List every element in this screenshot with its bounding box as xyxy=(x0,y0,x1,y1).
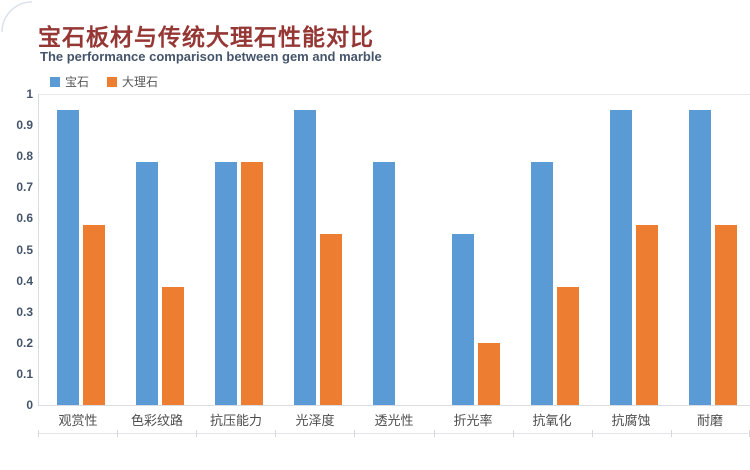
x-axis-category-label: 抗氧化 xyxy=(532,413,572,428)
x-axis-tick-mark xyxy=(354,430,355,437)
bar-marble-4 xyxy=(320,234,342,405)
x-axis-category-label: 透光性 xyxy=(374,413,414,428)
x-axis-category-label: 抗腐蚀 xyxy=(611,413,651,428)
y-axis-tick-label: 1 xyxy=(26,87,33,101)
bar-marble-2 xyxy=(162,287,184,405)
y-axis-tick-label: 0.1 xyxy=(16,366,33,381)
y-axis-tick-label: 0.6 xyxy=(16,211,33,226)
chart-legend: 宝石 大理石 xyxy=(50,76,158,88)
y-axis-line xyxy=(38,94,39,405)
x-axis-category-label: 抗压能力 xyxy=(209,413,262,428)
x-axis-category-label: 色彩纹路 xyxy=(130,413,183,428)
bar-gem-8 xyxy=(610,110,632,405)
bar-gem-4 xyxy=(294,110,316,405)
bar-marble-1 xyxy=(83,225,105,405)
y-axis-tick-label: 0 xyxy=(26,398,33,412)
legend-item-marble: 大理石 xyxy=(107,76,158,88)
bar-gem-6 xyxy=(452,234,474,405)
x-axis-category-label: 折光率 xyxy=(453,413,493,428)
x-axis-tick-mark xyxy=(117,430,118,437)
y-axis-tick-label: 0.2 xyxy=(16,335,33,350)
rounded-border-corner xyxy=(1,1,33,33)
bar-gem-3 xyxy=(215,162,237,405)
x-axis-tick-mark xyxy=(38,430,39,437)
y-axis-tick-label: 0.8 xyxy=(16,149,33,164)
x-axis-baseline xyxy=(38,405,750,406)
chart-subtitle: The performance comparison between gem a… xyxy=(40,49,382,64)
bar-marble-8 xyxy=(636,225,658,405)
x-axis-category-label: 光泽度 xyxy=(295,413,335,428)
x-axis-tick-mark xyxy=(275,430,276,437)
x-axis-tick-mark xyxy=(671,430,672,437)
bar-gem-7 xyxy=(531,162,553,405)
x-axis-category-label: 观赏性 xyxy=(58,413,98,428)
bar-marble-6 xyxy=(478,343,500,405)
bar-marble-9 xyxy=(715,225,737,405)
y-axis-tick-label: 0.4 xyxy=(16,273,33,288)
x-axis-tick-mark xyxy=(513,430,514,437)
legend-label-gem: 宝石 xyxy=(65,75,90,89)
plot-top-border xyxy=(38,94,750,95)
y-axis-tick-label: 0.3 xyxy=(16,304,33,319)
bar-gem-9 xyxy=(689,110,711,405)
bar-gem-1 xyxy=(57,110,79,405)
bar-gem-2 xyxy=(136,162,158,405)
x-axis-tick-mark xyxy=(196,430,197,437)
x-axis-tick-mark xyxy=(592,430,593,437)
x-axis-tick-mark xyxy=(434,430,435,437)
legend-swatch-marble xyxy=(107,77,118,87)
bar-marble-3 xyxy=(241,162,263,405)
bar-marble-7 xyxy=(557,287,579,405)
x-axis-category-label: 耐磨 xyxy=(696,413,723,428)
legend-label-marble: 大理石 xyxy=(122,75,159,89)
bar-gem-5 xyxy=(373,162,395,405)
chart-title: 宝石板材与传统大理石性能对比 xyxy=(38,25,374,50)
y-axis-tick-label: 0.5 xyxy=(16,242,33,257)
legend-item-gem: 宝石 xyxy=(50,76,89,88)
legend-swatch-gem xyxy=(50,77,60,87)
x-axis-tick-line xyxy=(38,433,748,434)
y-axis-tick-label: 0.9 xyxy=(16,118,33,133)
y-axis-tick-label: 0.7 xyxy=(16,180,33,195)
